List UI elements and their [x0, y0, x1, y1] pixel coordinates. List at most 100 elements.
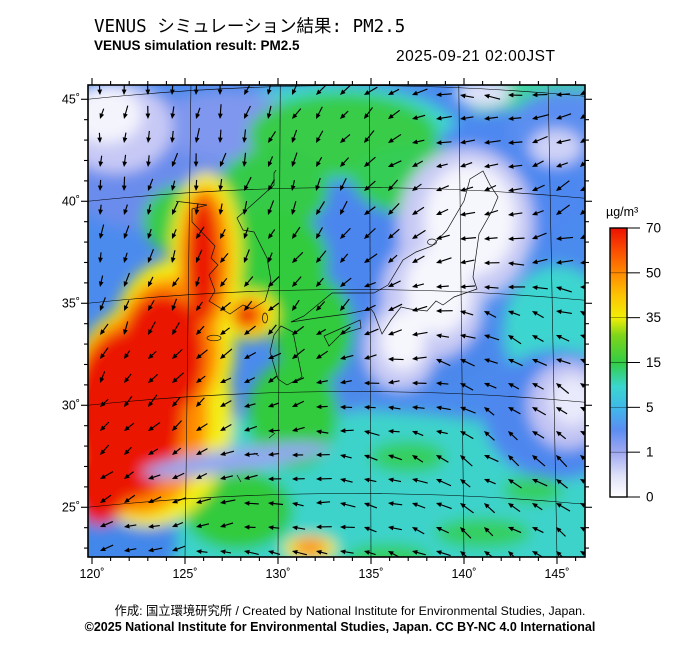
wind-arrow	[532, 358, 547, 366]
wind-arrow	[388, 303, 403, 311]
wind-arrow	[508, 284, 526, 290]
wind-arrow	[268, 229, 276, 239]
wind-arrow	[460, 383, 474, 391]
wind-arrow	[99, 108, 105, 119]
wind-arrow	[436, 381, 449, 386]
page-title-english: VENUS simulation result: PM2.5	[94, 38, 300, 53]
parallel-line	[88, 391, 585, 406]
wind-arrow	[266, 105, 272, 119]
wind-arrow	[244, 549, 259, 555]
wind-arrow	[364, 107, 373, 119]
wind-arrow	[460, 503, 474, 514]
wind-arrow	[292, 452, 304, 458]
wind-arrow	[100, 347, 109, 359]
wind-arrow	[220, 522, 234, 528]
wind-arrow	[124, 300, 130, 311]
wind-arrow	[364, 477, 377, 483]
wind-arrow	[412, 502, 426, 509]
wind-arrow	[220, 475, 234, 481]
wind-arrow	[243, 227, 249, 239]
wind-arrow	[196, 349, 208, 359]
wind-arrow	[508, 335, 522, 345]
wind-arrow	[122, 132, 128, 143]
coast-shikoku	[323, 319, 362, 347]
wind-arrow	[436, 140, 452, 145]
wind-arrow	[436, 163, 448, 169]
wind-arrow	[292, 476, 305, 482]
wind-arrow	[292, 108, 302, 119]
wind-arrow	[145, 105, 151, 119]
wind-arrow	[147, 178, 154, 191]
wind-arrow	[124, 494, 136, 503]
wind-arrow	[436, 502, 452, 510]
wind-arrow	[100, 494, 112, 503]
wind-arrow	[268, 525, 280, 530]
wind-arrow	[292, 85, 298, 95]
wind-arrow	[556, 358, 571, 365]
colorbar-tick-label: 5	[646, 400, 654, 415]
wind-arrow	[508, 526, 522, 534]
wind-arrow	[220, 450, 235, 456]
wind-arrow	[556, 204, 570, 215]
lat-tick-label: 25˚	[62, 500, 80, 514]
wind-arrow	[508, 116, 522, 121]
wind-arrow	[388, 228, 400, 239]
wind-arrow	[100, 544, 114, 551]
wind-arrow	[484, 163, 499, 169]
wind-arrow	[364, 304, 376, 311]
wind-arrow	[172, 420, 182, 431]
wind-arrow	[556, 113, 572, 120]
wind-arrow	[460, 162, 473, 168]
colorbar-tick-label: 0	[646, 490, 654, 505]
wind-arrow	[98, 275, 104, 287]
wind-arrow	[436, 527, 449, 534]
wind-arrow	[292, 400, 305, 407]
wind-arrow	[364, 206, 376, 215]
wind-arrow	[388, 356, 404, 362]
wind-arrow	[316, 277, 324, 287]
parallel-line	[88, 493, 585, 508]
axis-labels: 120˚ 125˚ 130˚ 135˚ 140˚ 145˚ 45˚ 40˚ 35˚ 30˚ 25˚	[62, 92, 570, 581]
wind-arrow	[556, 139, 571, 145]
wind-arrow	[532, 92, 548, 98]
wind-arrow	[97, 85, 103, 95]
wind-arrow	[98, 155, 104, 167]
map-frame	[87, 84, 586, 558]
wind-arrow	[291, 152, 298, 167]
wind-arrow	[196, 448, 208, 455]
wind-arrow	[121, 85, 127, 95]
wind-arrow	[484, 478, 496, 485]
wind-arrow	[147, 249, 154, 263]
wind-arrow	[148, 421, 161, 431]
wind-arrow	[412, 455, 424, 463]
wind-arrow	[460, 186, 474, 192]
wind-arrow	[292, 276, 302, 287]
wind-arrow	[290, 180, 296, 191]
wind-arrow	[340, 454, 352, 459]
wind-arrow	[460, 527, 472, 539]
wind-arrow	[148, 448, 159, 455]
wind-arrow	[146, 204, 152, 215]
wind-arrow	[508, 479, 522, 489]
wind-arrow	[196, 423, 208, 431]
wind-arrow	[388, 501, 403, 507]
wind-arrow	[340, 277, 352, 287]
wind-arrow	[220, 277, 228, 287]
wind-arrow	[171, 298, 178, 311]
wind-arrow	[532, 311, 544, 319]
wind-arrow	[148, 276, 154, 287]
wind-arrow	[172, 497, 187, 504]
wind-arrow	[100, 444, 110, 455]
wind-arrow	[100, 521, 114, 528]
wind-arrow	[316, 524, 332, 530]
wind-arrow	[170, 250, 176, 263]
wind-arrow	[340, 134, 351, 143]
lat-tick-label: 45˚	[62, 92, 80, 106]
wind-arrow	[316, 156, 323, 167]
wind-arrow	[460, 455, 473, 467]
wind-arrow	[268, 451, 280, 457]
wind-arrow	[388, 109, 401, 119]
wind-arrow	[460, 479, 471, 488]
